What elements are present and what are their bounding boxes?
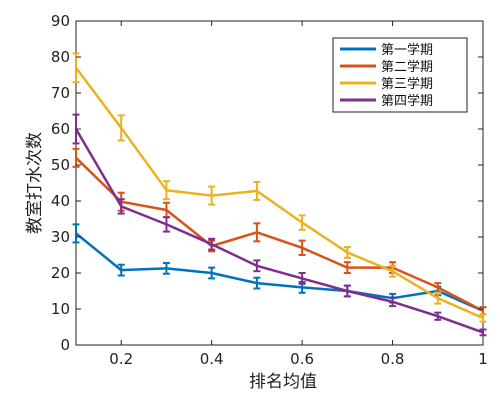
x-tick-label: 0.2 bbox=[109, 350, 133, 368]
error-bar bbox=[162, 261, 170, 275]
error-bar bbox=[117, 198, 125, 215]
error-bar bbox=[117, 263, 125, 277]
y-tick-label: 90 bbox=[51, 12, 70, 30]
error-bar bbox=[72, 147, 80, 168]
y-tick-label: 50 bbox=[51, 156, 70, 174]
error-bar bbox=[343, 261, 351, 274]
y-tick-label: 10 bbox=[51, 300, 70, 318]
series-1 bbox=[72, 223, 487, 316]
series-line bbox=[75, 67, 484, 320]
error-bar bbox=[117, 114, 125, 142]
error-bar bbox=[434, 311, 442, 321]
y-tick-label: 30 bbox=[51, 228, 70, 246]
error-bar bbox=[253, 222, 261, 243]
error-bar bbox=[253, 276, 261, 290]
series-4 bbox=[72, 113, 487, 337]
error-bar bbox=[208, 185, 216, 206]
legend-label: 第三学期 bbox=[381, 76, 433, 92]
x-tick-label: 0.6 bbox=[290, 350, 314, 368]
x-tick-label: 0.4 bbox=[200, 350, 224, 368]
y-tick-label: 0 bbox=[60, 336, 70, 354]
series-line bbox=[74, 128, 484, 334]
error-bar bbox=[479, 328, 487, 337]
error-bar bbox=[389, 296, 397, 308]
y-tick-label: 60 bbox=[51, 120, 70, 138]
error-bar bbox=[162, 180, 170, 201]
y-tick-label: 40 bbox=[51, 192, 70, 210]
error-bar bbox=[162, 216, 170, 233]
error-bar bbox=[253, 259, 261, 273]
error-bar bbox=[208, 237, 216, 251]
plot-frame bbox=[75, 20, 484, 346]
series-line bbox=[75, 156, 484, 312]
error-bar bbox=[253, 180, 261, 201]
error-bar bbox=[298, 272, 306, 285]
y-tick-label: 20 bbox=[51, 264, 70, 282]
error-bar bbox=[72, 52, 80, 84]
error-bar bbox=[434, 291, 442, 305]
error-bar bbox=[479, 313, 487, 323]
x-tick-label: 0.8 bbox=[381, 350, 405, 368]
error-bar bbox=[298, 239, 306, 256]
legend-label: 第一学期 bbox=[381, 42, 433, 58]
y-tick-label: 70 bbox=[51, 84, 70, 102]
legend-label: 第二学期 bbox=[381, 59, 433, 75]
series-3 bbox=[72, 52, 487, 323]
error-bar bbox=[434, 282, 442, 293]
error-bar bbox=[343, 284, 351, 298]
plot-area bbox=[72, 20, 487, 346]
y-tick-label: 80 bbox=[51, 48, 70, 66]
error-bar bbox=[298, 214, 306, 231]
error-bar bbox=[343, 246, 351, 259]
y-axis-label: 教室打水次数 bbox=[25, 132, 45, 234]
error-bar bbox=[72, 223, 80, 244]
series-line bbox=[75, 232, 484, 312]
error-bar bbox=[389, 264, 397, 278]
x-tick-label: 1 bbox=[478, 350, 488, 368]
legend-label: 第四学期 bbox=[381, 93, 433, 109]
x-axis-label: 排名均值 bbox=[249, 372, 317, 392]
error-bar bbox=[208, 266, 216, 280]
